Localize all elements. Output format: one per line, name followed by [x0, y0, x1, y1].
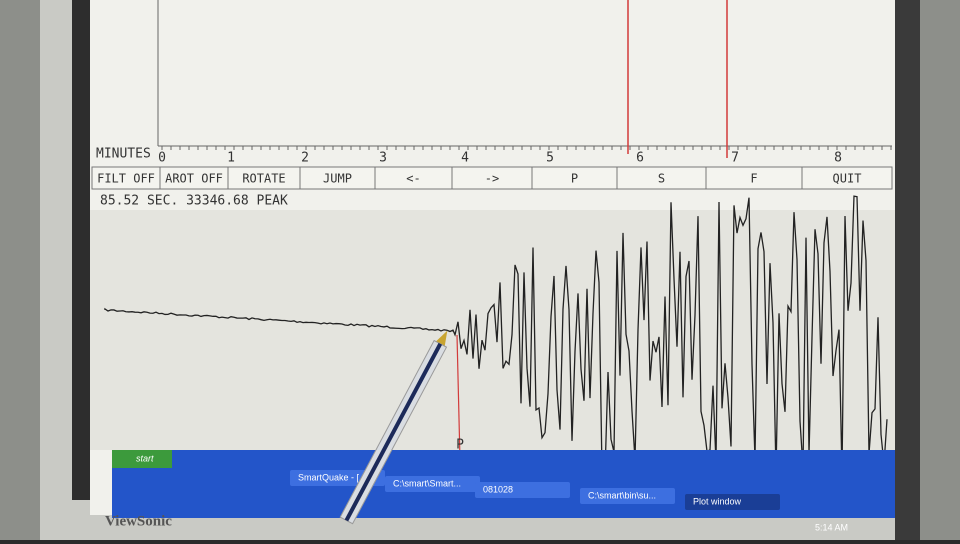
- tick-label: 3: [379, 151, 387, 166]
- button-label[interactable]: S: [658, 172, 665, 186]
- button-label[interactable]: ->: [485, 172, 499, 186]
- start-label[interactable]: start: [136, 453, 154, 463]
- task-item-label[interactable]: Plot window: [693, 496, 742, 506]
- task-item[interactable]: [580, 488, 675, 504]
- task-item[interactable]: [385, 476, 480, 492]
- task-item[interactable]: [475, 482, 570, 498]
- button-label[interactable]: JUMP: [323, 172, 352, 186]
- tick-label: 6: [636, 151, 644, 166]
- seismogram: [104, 195, 888, 475]
- task-item-label[interactable]: C:\smart\bin\su...: [588, 490, 656, 500]
- tick-label: 8: [834, 151, 842, 166]
- pick-label: P: [456, 438, 464, 453]
- task-item-label[interactable]: 081028: [483, 484, 513, 494]
- task-item-label[interactable]: SmartQuake - [...: [298, 472, 367, 482]
- button-label[interactable]: ROTATE: [242, 172, 285, 186]
- button-label[interactable]: F: [750, 172, 757, 186]
- tick-label: 0: [158, 151, 166, 166]
- task-item-label[interactable]: C:\smart\Smart...: [393, 478, 461, 488]
- toolbar-button[interactable]: [801, 166, 893, 190]
- clock: 5:14 AM: [815, 522, 848, 532]
- button-label[interactable]: QUIT: [833, 172, 862, 186]
- tick-label: 4: [461, 151, 469, 166]
- button-label[interactable]: FILT OFF: [97, 172, 155, 186]
- tick-label: 5: [546, 151, 554, 166]
- bezel-shadow-right: [895, 0, 920, 540]
- status-text: 85.52 SEC. 33346.68 PEAK: [100, 194, 288, 209]
- pen: [339, 330, 448, 525]
- pick-line: [456, 334, 461, 461]
- tick-label: 7: [731, 151, 739, 166]
- button-label[interactable]: P: [571, 172, 578, 186]
- button-label[interactable]: <-: [406, 172, 420, 186]
- button-label[interactable]: AROT OFF: [165, 172, 223, 186]
- pen-ink: [344, 342, 443, 522]
- axis-label: MINUTES: [96, 147, 151, 162]
- brand: ViewSonic: [105, 513, 172, 529]
- tick-label: 2: [301, 151, 309, 166]
- pen-tip: [435, 330, 448, 347]
- task-item[interactable]: [685, 494, 780, 510]
- start-button[interactable]: [112, 450, 172, 468]
- screen-glare: [90, 210, 895, 450]
- tick-label: 1: [227, 151, 235, 166]
